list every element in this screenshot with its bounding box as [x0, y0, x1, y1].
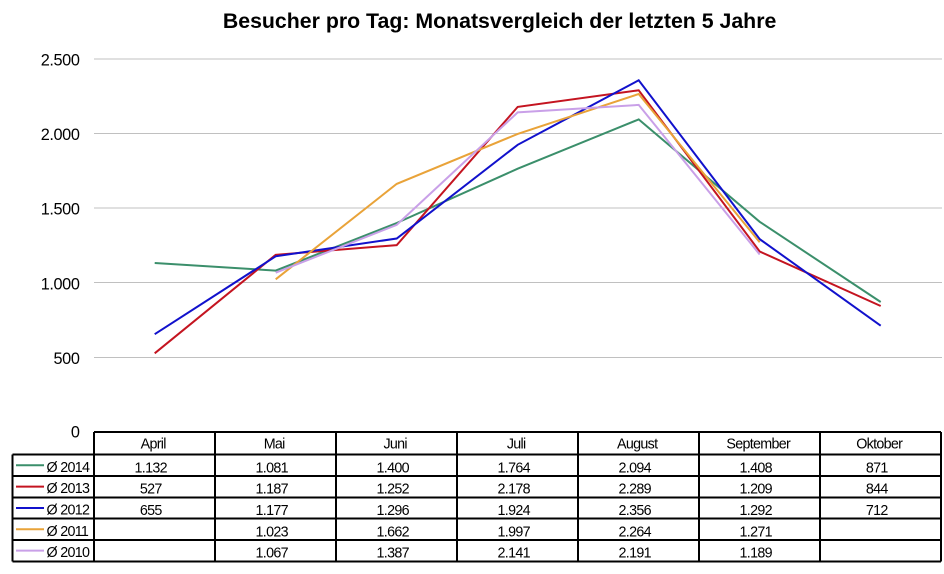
svg-text:2.500: 2.500	[41, 51, 80, 69]
svg-text:1.296: 1.296	[377, 503, 410, 519]
svg-text:1.000: 1.000	[41, 275, 80, 293]
svg-text:2.141: 2.141	[498, 546, 531, 562]
svg-text:712: 712	[866, 503, 889, 519]
svg-text:Besucher pro Tag: Monatsvergle: Besucher pro Tag: Monatsvergleich der le…	[223, 9, 777, 33]
svg-text:Juli: Juli	[507, 437, 526, 453]
svg-text:844: 844	[866, 482, 889, 498]
svg-text:1.997: 1.997	[498, 524, 531, 540]
svg-text:1.252: 1.252	[377, 482, 410, 498]
svg-text:527: 527	[140, 482, 163, 498]
svg-text:September: September	[726, 437, 791, 453]
svg-text:1.023: 1.023	[256, 524, 289, 540]
svg-text:Ø 2013: Ø 2013	[47, 481, 90, 497]
svg-text:1.177: 1.177	[256, 503, 289, 519]
svg-text:1.400: 1.400	[377, 460, 410, 476]
svg-text:1.764: 1.764	[498, 460, 531, 476]
svg-text:655: 655	[140, 503, 163, 519]
svg-text:Ø 2012: Ø 2012	[47, 503, 90, 519]
svg-text:1.408: 1.408	[740, 460, 773, 476]
svg-text:1.662: 1.662	[377, 524, 410, 540]
svg-text:Ø 2011: Ø 2011	[47, 524, 89, 540]
svg-text:1.067: 1.067	[256, 546, 289, 562]
svg-text:2.094: 2.094	[619, 460, 652, 476]
svg-text:1.292: 1.292	[740, 503, 773, 519]
svg-text:1.189: 1.189	[740, 546, 773, 562]
svg-text:1.209: 1.209	[740, 482, 773, 498]
svg-text:1.387: 1.387	[377, 546, 410, 562]
svg-text:2.356: 2.356	[619, 503, 652, 519]
svg-text:2.191: 2.191	[619, 546, 652, 562]
svg-text:Mai: Mai	[264, 437, 285, 453]
svg-text:Ø 2014: Ø 2014	[47, 460, 90, 476]
svg-text:August: August	[617, 437, 658, 453]
svg-text:0: 0	[71, 423, 80, 441]
svg-text:500: 500	[54, 350, 80, 368]
svg-text:April: April	[141, 437, 167, 453]
svg-text:1.924: 1.924	[498, 503, 531, 519]
svg-text:1.132: 1.132	[135, 460, 168, 476]
svg-text:1.500: 1.500	[41, 201, 80, 219]
svg-text:1.187: 1.187	[256, 482, 289, 498]
svg-text:2.264: 2.264	[619, 524, 652, 540]
svg-text:Juni: Juni	[383, 437, 407, 453]
svg-text:2.000: 2.000	[41, 126, 80, 144]
svg-text:1.271: 1.271	[740, 524, 773, 540]
svg-text:Ø 2010: Ø 2010	[47, 545, 90, 561]
svg-text:Oktober: Oktober	[856, 437, 903, 453]
svg-text:871: 871	[866, 460, 889, 476]
svg-text:2.178: 2.178	[498, 482, 531, 498]
svg-text:1.081: 1.081	[256, 460, 289, 476]
svg-text:2.289: 2.289	[619, 482, 652, 498]
